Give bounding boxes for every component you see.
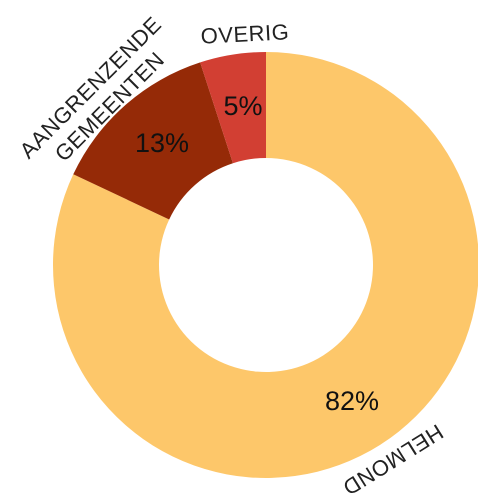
value-label: 82%	[325, 386, 379, 416]
value-label: 13%	[135, 128, 189, 158]
value-label: 5%	[223, 91, 262, 121]
donut-slice	[53, 52, 478, 478]
donut-slice	[200, 52, 266, 164]
donut-slice	[73, 62, 233, 220]
